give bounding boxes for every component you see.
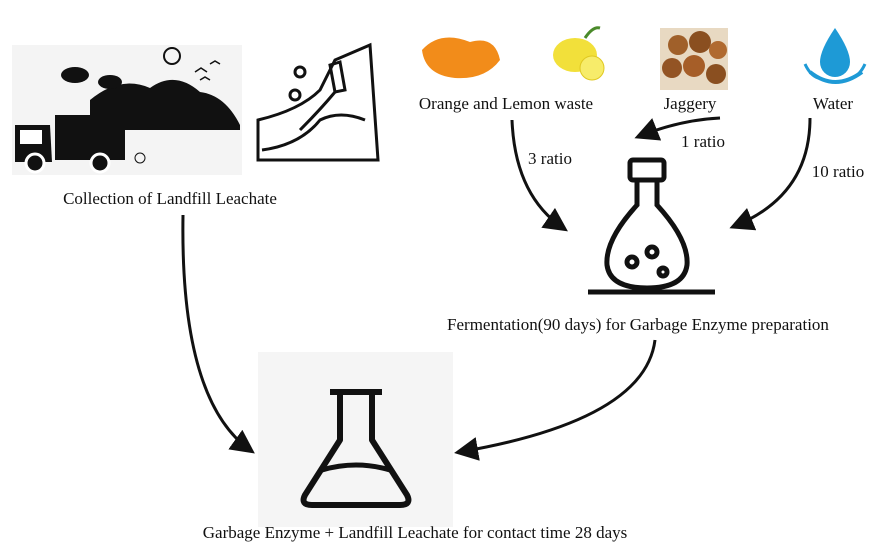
arrow xyxy=(460,340,655,452)
node-label: Jaggery xyxy=(664,94,717,113)
node-label: Water xyxy=(813,94,853,113)
leachate-icon xyxy=(258,45,378,160)
landfill-icon xyxy=(12,45,242,175)
edge-label: 1 ratio xyxy=(681,132,725,151)
final-flask-icon xyxy=(258,352,453,527)
diagram: Collection of Landfill Leachate Orange a… xyxy=(0,0,871,546)
edge-label: 10 ratio xyxy=(812,162,864,181)
water-icon xyxy=(805,28,865,82)
jaggery-icon xyxy=(660,28,728,90)
node-label: Collection of Landfill Leachate xyxy=(63,189,277,208)
node-label: Garbage Enzyme + Landfill Leachate for c… xyxy=(203,523,628,542)
node-label: Orange and Lemon waste xyxy=(419,94,593,113)
arrow xyxy=(512,120,563,228)
fermentation-flask-icon xyxy=(588,160,715,292)
arrow xyxy=(183,215,250,450)
edge-label: 3 ratio xyxy=(528,149,572,168)
arrow xyxy=(735,118,810,226)
node-label: Fermentation(90 days) for Garbage Enzyme… xyxy=(447,315,829,334)
fruit-icon xyxy=(422,28,604,80)
